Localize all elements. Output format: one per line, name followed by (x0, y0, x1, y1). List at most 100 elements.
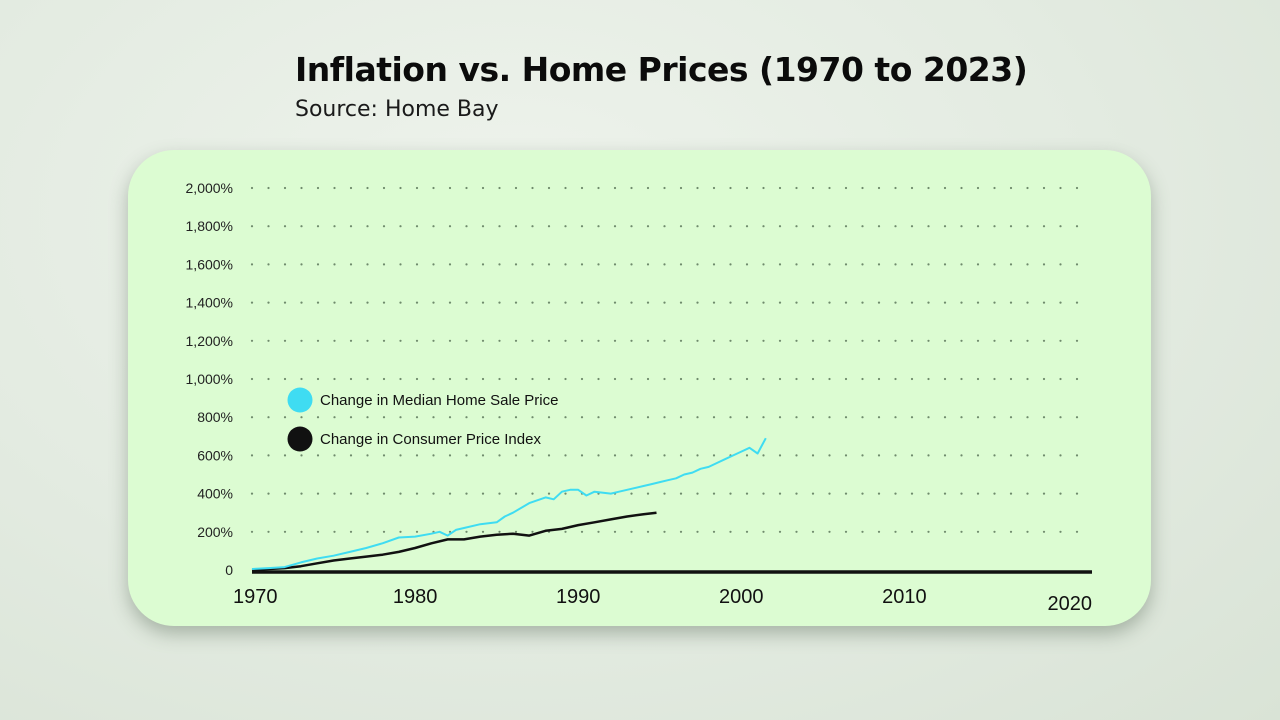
grid-dot (795, 186, 798, 190)
grid-dot (580, 339, 584, 342)
grid-dot (1075, 492, 1079, 495)
grid-dot (613, 186, 617, 190)
grid-dot (1042, 225, 1046, 228)
grid-dot (399, 186, 402, 190)
grid-dot (316, 454, 320, 457)
grid-dot (448, 377, 452, 381)
grid-dot (993, 339, 996, 342)
grid-dot (498, 186, 501, 190)
grid-dot (679, 186, 683, 190)
grid-dot (300, 492, 303, 495)
grid-dot (762, 301, 765, 304)
grid-dot (976, 186, 980, 190)
x-tick-label: 1970 (233, 586, 278, 608)
grid-dot (927, 454, 930, 457)
grid-dot (663, 301, 666, 304)
grid-dot (1009, 263, 1013, 266)
grid-dot (630, 492, 633, 495)
grid-dot (564, 339, 567, 342)
grid-dot (778, 186, 782, 190)
grid-dot (283, 263, 287, 266)
grid-dot (679, 492, 683, 495)
grid-dot (613, 225, 617, 228)
grid-dot (729, 301, 732, 304)
grid-dot (993, 225, 996, 228)
grid-dot (580, 530, 584, 533)
grid-dot (580, 301, 584, 304)
grid-dot (927, 530, 930, 533)
grid-dot (283, 530, 287, 533)
grid-dot (448, 492, 452, 495)
grid-dot (894, 377, 897, 381)
grid-dot (1075, 530, 1079, 533)
grid-dot (415, 492, 419, 495)
grid-dot (597, 339, 600, 342)
grid-dot (448, 454, 452, 457)
grid-dot (844, 377, 848, 381)
grid-dot (531, 530, 534, 533)
grid-dot (415, 339, 419, 342)
grid-dot (1075, 263, 1079, 266)
grid-dot (828, 263, 831, 266)
y-tick-label: 200% (197, 524, 233, 540)
grid-dot (630, 225, 633, 228)
y-tick-label: 0 (225, 562, 233, 578)
grid-dot (366, 454, 369, 457)
grid-dot (465, 301, 468, 304)
grid-dot (630, 301, 633, 304)
grid-dot (564, 186, 567, 190)
grid-dot (481, 454, 485, 457)
grid-dot (580, 454, 584, 457)
grid-dot (646, 186, 650, 190)
grid-dot (960, 454, 963, 457)
grid-dot (861, 377, 864, 381)
grid-dot (993, 530, 996, 533)
grid-dot (778, 377, 782, 381)
grid-dot (1009, 301, 1013, 304)
grid-dot (679, 377, 683, 381)
grid-dot (745, 186, 749, 190)
grid-dot (976, 492, 980, 495)
grid-dot (1075, 454, 1079, 457)
grid-dot (547, 301, 551, 304)
grid-dot (696, 225, 699, 228)
grid-dot (564, 454, 567, 457)
grid-dot (828, 377, 831, 381)
grid-dot (1059, 454, 1062, 457)
grid-dot (531, 186, 534, 190)
grid-dot (646, 301, 650, 304)
grid-dot (349, 454, 353, 457)
grid-dot (861, 301, 864, 304)
grid-dot (762, 416, 765, 419)
grid-dot (811, 377, 815, 381)
grid-dot (415, 186, 419, 190)
grid-dot (465, 492, 468, 495)
grid-dot (465, 416, 468, 419)
grid-dot (267, 339, 270, 342)
grid-dot (910, 263, 914, 266)
grid-dot (1075, 377, 1079, 381)
grid-dot (1059, 186, 1062, 190)
grid-dot (745, 339, 749, 342)
grid-dot (663, 454, 666, 457)
grid-dot (399, 530, 402, 533)
grid-dot (597, 530, 600, 533)
grid-dot (1026, 263, 1029, 266)
grid-dot (597, 377, 600, 381)
grid-dot (547, 492, 551, 495)
grid-dot (531, 301, 534, 304)
grid-dot (333, 492, 336, 495)
grid-dot (910, 492, 914, 495)
grid-dot (300, 225, 303, 228)
grid-dot (300, 530, 303, 533)
grid-dot (910, 530, 914, 533)
grid-dot (811, 301, 815, 304)
grid-dot (795, 454, 798, 457)
grid-dot (762, 263, 765, 266)
grid-dot (910, 339, 914, 342)
grid-dot (316, 492, 320, 495)
grid-dot (1075, 225, 1079, 228)
grid-dot (712, 416, 716, 419)
grid-dot (300, 339, 303, 342)
grid-dot (762, 225, 765, 228)
